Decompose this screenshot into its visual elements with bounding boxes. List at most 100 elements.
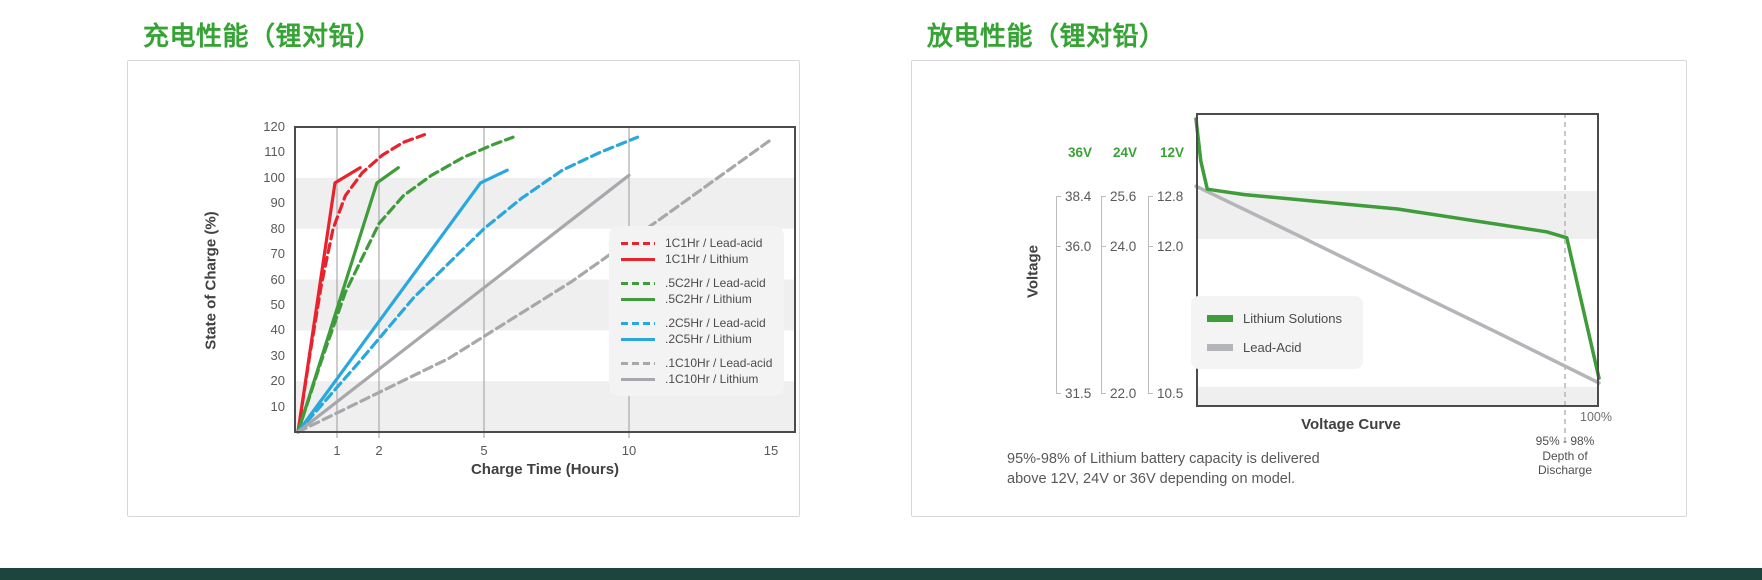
scale-value: 10.5 — [1157, 386, 1184, 401]
scale-value: 24.0 — [1110, 239, 1137, 254]
discharge-chart-card: Voltage Lithium Solutions Lead-Acid 100% … — [911, 60, 1687, 517]
scale-tick — [1101, 393, 1106, 394]
x-tick-label: 10 — [621, 443, 637, 458]
dod-annotation-line: Depth of — [1542, 448, 1588, 463]
y-tick-label: 40 — [270, 322, 285, 338]
legend-entry: .2C5Hr / Lithium — [621, 331, 772, 347]
y-tick-label: 30 — [270, 347, 285, 363]
series-.2C5Hr / Lead-acid — [296, 135, 640, 434]
y-axis-label: Voltage — [1024, 244, 1042, 299]
scale-header: 24V — [1112, 145, 1138, 160]
legend: 1C1Hr / Lead-acid 1C1Hr / Lithium .5C2Hr /… — [609, 226, 785, 396]
legend-swatch — [621, 377, 655, 381]
end-of-discharge-label: 100% — [1580, 410, 1612, 424]
plot-frame — [294, 126, 796, 433]
y-tick-label: 10 — [270, 398, 285, 414]
bottom-bar — [0, 568, 1762, 580]
legend-label: .1C10Hr / Lithium — [665, 372, 759, 386]
series-.1C10Hr / Lithium — [296, 173, 631, 434]
caption: 95%-98% of Lithium battery capacity is d… — [1007, 449, 1320, 489]
legend-label: .5C2Hr / Lead-acid — [665, 276, 766, 290]
discharge-chart-svg — [1194, 113, 1601, 443]
scale-bracket-line — [1056, 196, 1057, 394]
x-tick-label: 2 — [375, 443, 383, 458]
y-tick-label: 100 — [263, 169, 285, 185]
legend-entry: Lithium Solutions — [1207, 311, 1347, 326]
scale-value: 38.4 — [1065, 189, 1092, 204]
y-tick-label: 120 — [263, 119, 285, 134]
legend: Lithium Solutions Lead-Acid — [1191, 296, 1363, 369]
legend-swatch — [621, 321, 655, 325]
y-tick-label: 50 — [270, 296, 285, 312]
scale-header: 36V — [1067, 145, 1093, 160]
voltage-band — [1198, 386, 1597, 406]
x-axis-label: Voltage Curve — [1301, 416, 1401, 433]
scale-tick — [1056, 246, 1061, 247]
y-tick-label: 80 — [270, 220, 285, 236]
x-axis-label: Charge Time (Hours) — [470, 461, 620, 478]
series-.2C5Hr / Lithium — [296, 168, 509, 434]
plot-area — [1194, 113, 1601, 443]
series-.5C2Hr / Lithium — [296, 166, 400, 434]
scale-tick — [1056, 196, 1061, 197]
legend-label: 1C1Hr / Lead-acid — [665, 236, 763, 250]
legend-label: 1C1Hr / Lithium — [665, 252, 749, 266]
y-tick-label: 90 — [270, 195, 285, 211]
y-tick-label: 70 — [270, 246, 285, 262]
x-tick-label: 15 — [763, 443, 779, 458]
legend-swatch — [621, 241, 655, 245]
scale-tick — [1101, 196, 1106, 197]
y-tick-label: 60 — [270, 271, 285, 287]
legend-entry: .2C5Hr / Lead-acid — [621, 315, 772, 331]
caption-line: 95%-98% of Lithium battery capacity is d… — [1007, 451, 1320, 467]
legend-swatch — [1207, 314, 1233, 322]
legend-swatch — [621, 361, 655, 365]
scale-bracket-line — [1101, 196, 1102, 394]
left-chart-title: 充电性能（锂对铅） — [143, 21, 382, 51]
scale-value: 36.0 — [1065, 239, 1092, 254]
scale-tick — [1148, 393, 1153, 394]
scale-tick — [1101, 246, 1106, 247]
series-1C1Hr / Lithium — [296, 166, 362, 434]
dod-annotation-line: Discharge — [1537, 463, 1593, 477]
legend-entry: 1C1Hr / Lead-acid — [621, 235, 772, 251]
legend-swatch — [1207, 343, 1233, 351]
legend-entry: .1C10Hr / Lead-acid — [621, 355, 772, 371]
legend-swatch — [621, 297, 655, 301]
y-tick-label: 20 — [270, 373, 285, 389]
scale-value: 22.0 — [1110, 386, 1137, 401]
scale-value: 31.5 — [1065, 386, 1092, 401]
x-tick-label: 5 — [480, 443, 488, 458]
series-Lithium Solutions — [1194, 117, 1601, 380]
scale-value: 12.0 — [1157, 239, 1184, 254]
legend-label: Lithium Solutions — [1243, 310, 1342, 326]
legend-swatch — [621, 257, 655, 261]
scale-header: 12V — [1159, 145, 1185, 160]
caption-line: above 12V, 24V or 36V depending on model… — [1007, 471, 1296, 487]
legend-label: .1C10Hr / Lead-acid — [665, 356, 773, 370]
series-Lead-Acid — [1194, 184, 1601, 385]
legend-label: .5C2Hr / Lithium — [665, 292, 752, 306]
scale-value: 12.8 — [1157, 189, 1184, 204]
legend-entry: 1C1Hr / Lithium — [621, 251, 772, 267]
scale-tick — [1148, 196, 1153, 197]
scale-tick — [1056, 393, 1061, 394]
scale-value: 25.6 — [1110, 189, 1137, 204]
legend-label: .2C5Hr / Lead-acid — [665, 316, 766, 330]
plot-frame — [1196, 113, 1599, 407]
legend-label: Lead-Acid — [1243, 339, 1302, 355]
right-chart-title: 放电性能（锂对铅） — [927, 21, 1166, 51]
legend-entry: Lead-Acid — [1207, 340, 1347, 355]
y-tick-label: 110 — [264, 144, 285, 160]
legend-label: .2C5Hr / Lithium — [665, 332, 752, 346]
dod-annotation-line: 95% - 98% — [1535, 434, 1595, 448]
legend-entry: .5C2Hr / Lithium — [621, 291, 772, 307]
legend-swatch — [621, 337, 655, 341]
y-axis-label: State of Charge (%) — [202, 211, 220, 350]
dod-annotation: 95% - 98% Depth of Discharge — [1504, 434, 1626, 478]
scale-bracket-line — [1148, 196, 1149, 394]
legend-entry: .5C2Hr / Lead-acid — [621, 275, 772, 291]
x-tick-label: 1 — [333, 443, 341, 458]
legend-entry: .1C10Hr / Lithium — [621, 371, 772, 387]
scale-tick — [1148, 246, 1153, 247]
